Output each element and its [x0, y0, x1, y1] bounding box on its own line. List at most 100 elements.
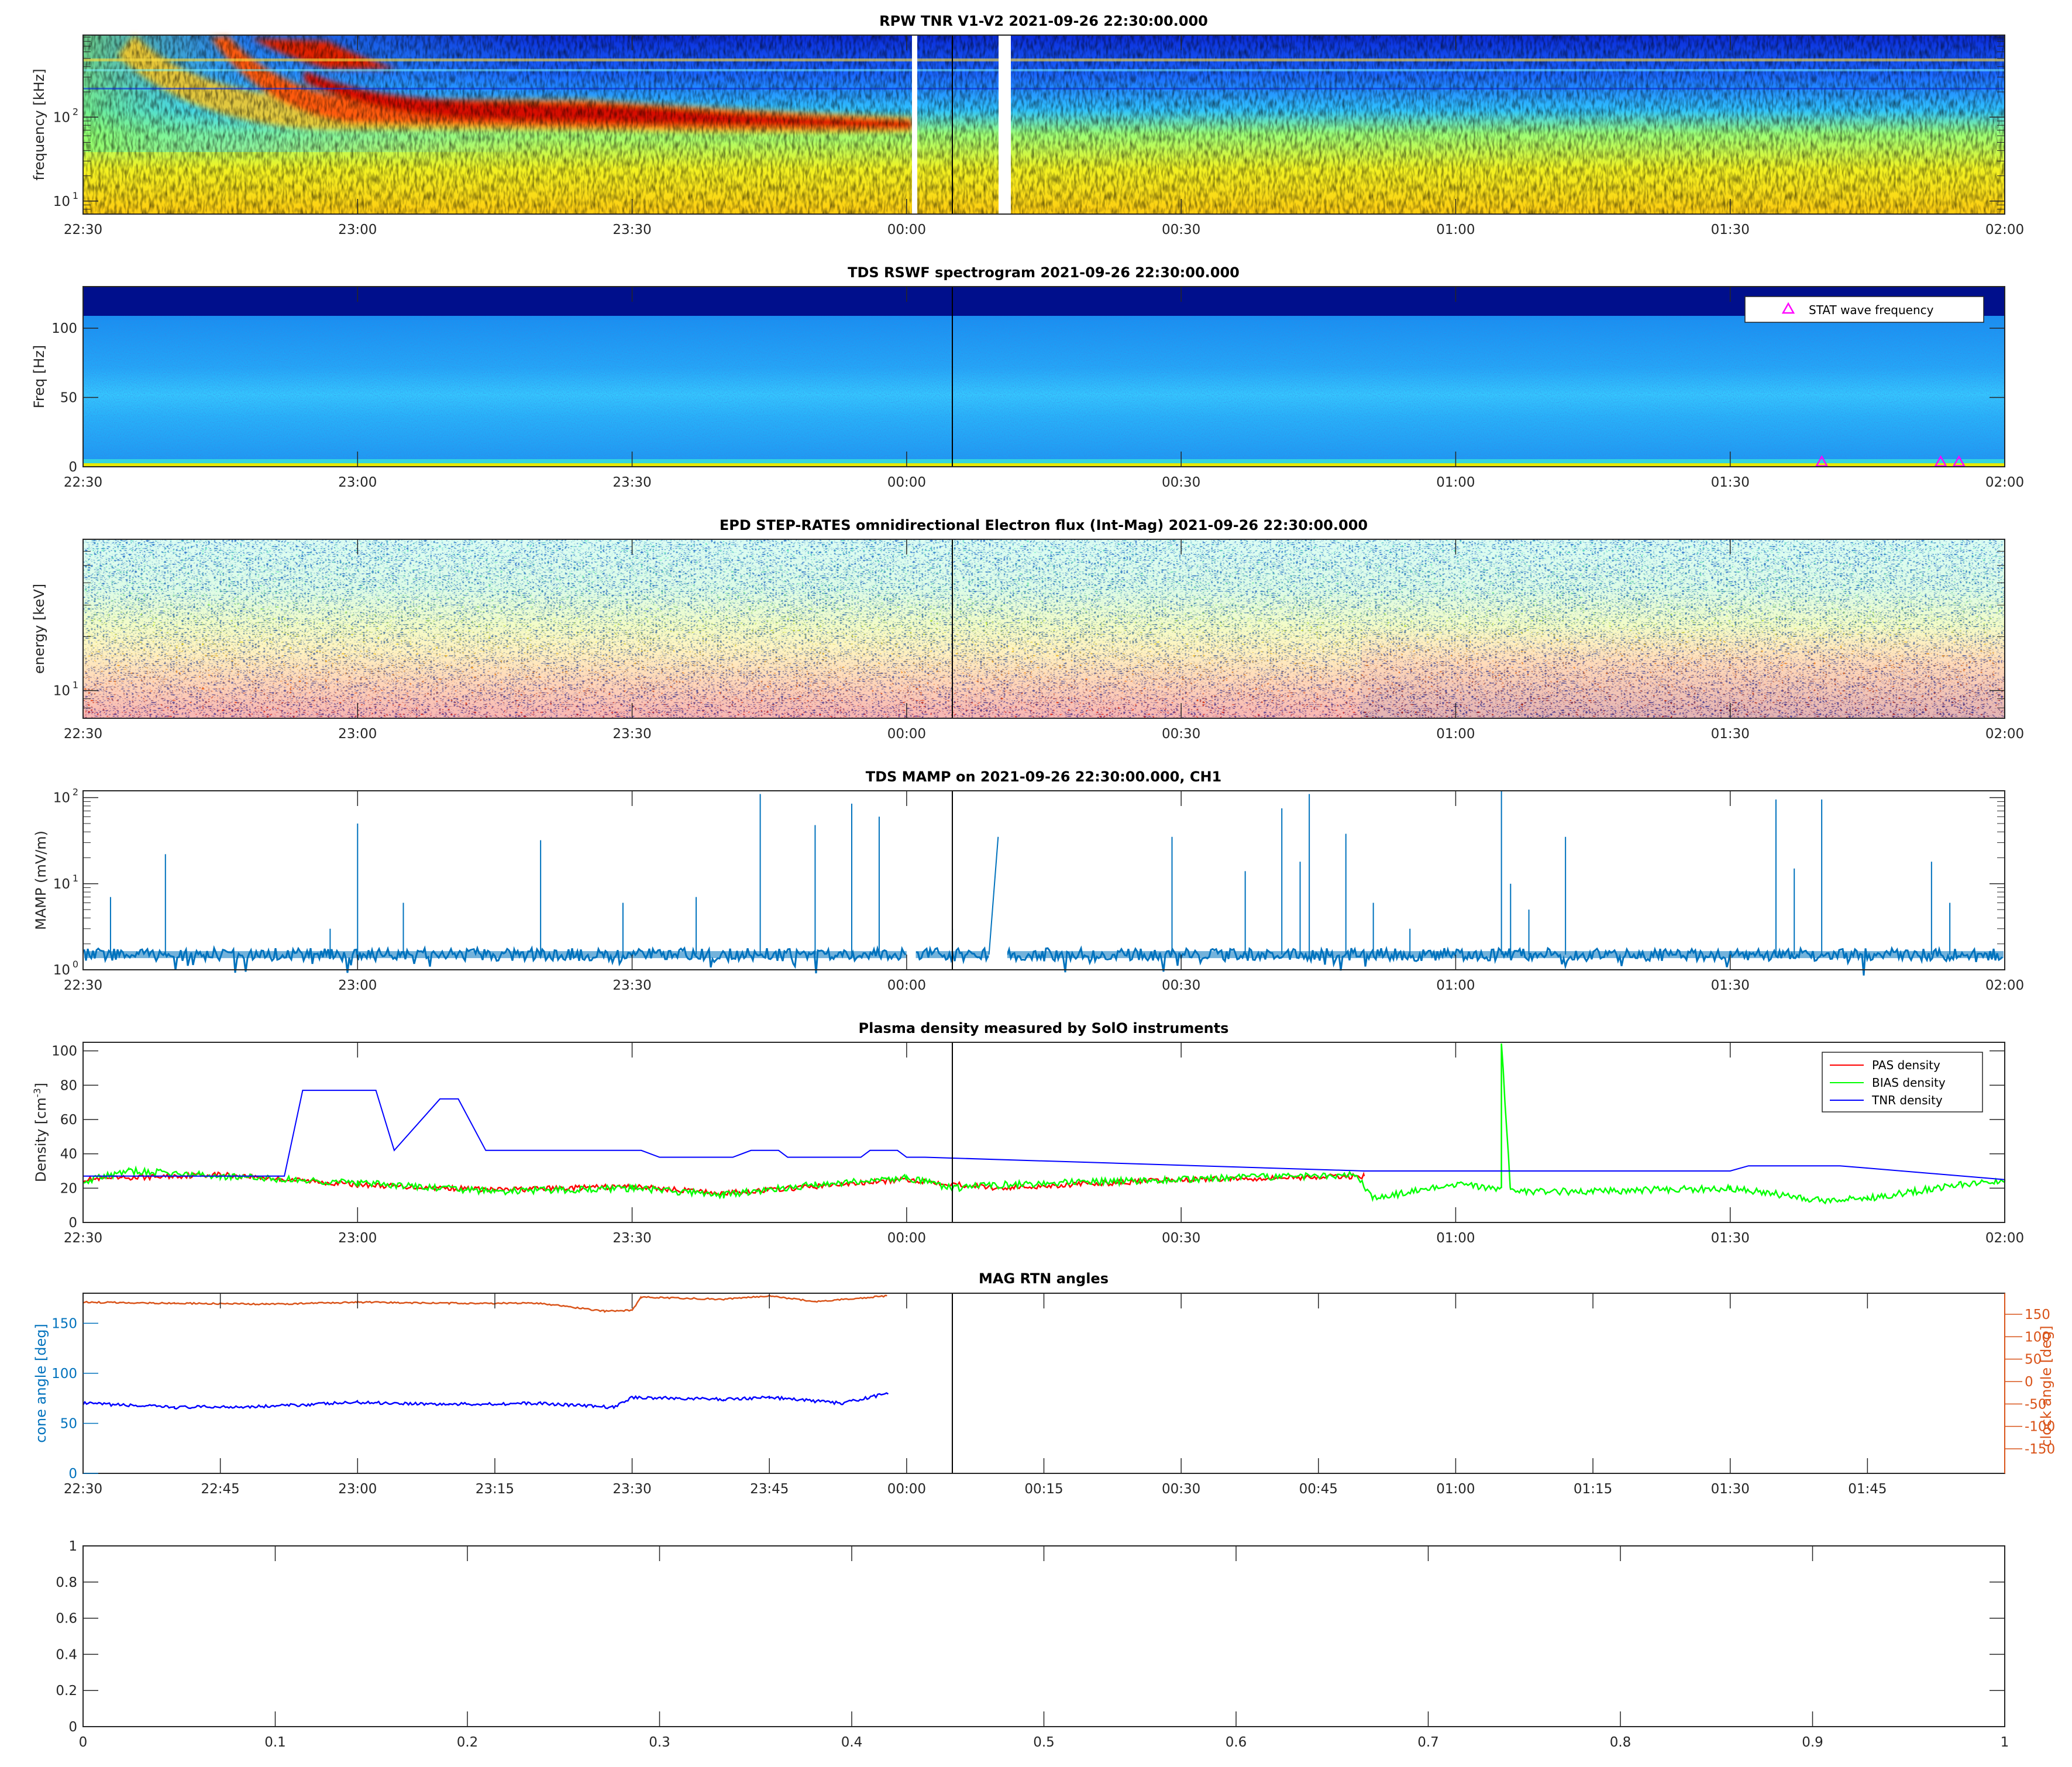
epd-xtick-label: 23:30	[612, 726, 651, 742]
density-legend: PAS density BIAS density TNR density	[1822, 1052, 1983, 1112]
density-ytick-label: 60	[60, 1112, 77, 1128]
epd-xtick-label: 01:30	[1711, 726, 1750, 742]
mamp-ytick-label: 10	[53, 791, 70, 806]
mag-title: MAG RTN angles	[979, 1270, 1109, 1287]
tnr-legend-label: TNR density	[1871, 1093, 1943, 1107]
density-ylabel: Density [cm-3]	[32, 1083, 50, 1182]
empty-xtick-label: 0.4	[841, 1735, 863, 1750]
density-xtick-label: 01:30	[1711, 1231, 1750, 1246]
mag-right-yticks: 150 100 50 0 -50 -100 -150	[2004, 1293, 2055, 1473]
density-xtick-label: 01:00	[1436, 1231, 1475, 1246]
mamp-data-gap	[906, 791, 916, 969]
mamp-xtick-label: 22:30	[64, 978, 102, 993]
mamp-xtick-label: 02:00	[1985, 978, 2024, 993]
mamp-xtick-label: 00:00	[887, 978, 926, 993]
tnr-xtick-label: 23:00	[338, 222, 377, 237]
stat-legend-triangle-icon	[1781, 302, 1795, 314]
mamp-xtick-label: 23:00	[338, 978, 377, 993]
epd-axes-box	[82, 539, 2005, 719]
tnr-gap-1	[912, 35, 917, 214]
mag-xtick-label: 00:00	[887, 1482, 926, 1497]
mag-xtick-label: 01:45	[1848, 1482, 1887, 1497]
mag-xtick-label: 22:45	[201, 1482, 239, 1497]
tnr-xtick-label: 00:00	[887, 222, 926, 237]
mamp-xticks: 22:30 23:00 23:30 00:00 00:30 01:00 01:30 02:00	[64, 791, 2024, 993]
stat-wave-frequency-point	[1952, 455, 1966, 467]
empty-xtick-label: 0.2	[457, 1735, 479, 1750]
rswf-xtick-label: 01:00	[1436, 475, 1475, 490]
epd-ytick-exponent: 1	[73, 680, 78, 691]
empty-xtick-label: 0.6	[1226, 1735, 1247, 1750]
mamp-ylabel: MAMP (mV/m)	[33, 831, 49, 930]
tnr-density-line	[83, 1090, 2005, 1180]
mamp-ytick-exponent: 1	[73, 873, 78, 884]
mamp-xtick-label: 01:30	[1711, 978, 1750, 993]
mag-xtick-label: 23:30	[612, 1482, 651, 1497]
pas-legend-label: PAS density	[1872, 1058, 1940, 1072]
tnr-bright-lines	[83, 58, 2005, 89]
mamp-xtick-label: 23:30	[612, 978, 651, 993]
rswf-xtick-label: 23:30	[612, 475, 651, 490]
epd-xtick-label: 22:30	[64, 726, 102, 742]
mamp-data-gap	[989, 791, 1007, 969]
rswf-ytick-label: 100	[51, 321, 77, 336]
epd-xticks: 22:30 23:00 23:30 00:00 00:30 01:00 01:30 02:00	[64, 539, 2024, 742]
empty-xtick-label: 1	[2001, 1735, 2009, 1750]
mamp-ytick-label: 10	[53, 877, 70, 892]
stat-wave-frequency-point	[1934, 455, 1947, 467]
rswf-xtick-label: 00:00	[887, 475, 926, 490]
empty-ytick-label: 0.4	[56, 1647, 77, 1662]
tnr-xticks: 22:30 23:00 23:30 00:00 00:30 01:00 01:30 02:00	[64, 35, 2024, 237]
empty-panel: 0 0.2 0.4 0.6 0.8 1 0 0.1 0.2 0.3 0.4 0.5 0.6 0.7 0.8…	[56, 1539, 2009, 1750]
density-ytick-label: 40	[60, 1147, 77, 1162]
epd-ylabel: energy [keV]	[31, 584, 47, 674]
cone-ytick-label: 50	[60, 1416, 77, 1431]
density-xtick-label: 22:30	[64, 1231, 102, 1246]
mag-xtick-label: 00:45	[1299, 1482, 1338, 1497]
tnr-ylabel: frequency [kHz]	[31, 68, 47, 180]
mag-xtick-label: 23:45	[750, 1482, 789, 1497]
rswf-xticks: 22:30 23:00 23:30 00:00 00:30 01:00 01:30 02:00	[64, 287, 2024, 490]
clock-ytick-label: 50	[2025, 1352, 2042, 1368]
density-panel: Plasma density measured by SolO instrume…	[32, 1020, 2025, 1246]
empty-xtick-label: 0.1	[264, 1735, 286, 1750]
tnr-ytick-label: 10	[53, 110, 70, 125]
empty-xtick-label: 0.9	[1802, 1735, 1823, 1750]
rswf-axes-box	[82, 286, 2005, 467]
rswf-bottom-line	[83, 463, 2005, 467]
epd-xtick-label: 01:00	[1436, 726, 1475, 742]
mamp-panel: TDS MAMP on 2021-09-26 22:30:00.000, CH1…	[33, 769, 2024, 993]
epd-xtick-label: 00:30	[1162, 726, 1200, 742]
density-xtick-label: 02:00	[1985, 1231, 2024, 1246]
epd-ytick-label: 10	[53, 684, 70, 699]
rswf-yticks: 0 50 100	[51, 321, 2005, 475]
density-xtick-label: 23:00	[338, 1231, 377, 1246]
mag-yticks: 0 50 100 150	[51, 1316, 98, 1482]
rswf-top-band	[83, 287, 2005, 316]
bias-density-line	[82, 1043, 2006, 1205]
tnr-panel: RPW TNR V1-V2 2021-09-26 22:30:00.000 fr…	[31, 13, 2024, 237]
density-axes-box	[82, 1042, 2005, 1223]
clock-ytick-label: 0	[2025, 1375, 2033, 1390]
mamp-ytick-exponent: 0	[73, 959, 78, 970]
rswf-title: TDS RSWF spectrogram 2021-09-26 22:30:00…	[848, 264, 1240, 281]
density-xtick-label: 23:30	[612, 1231, 651, 1246]
mag-xtick-label: 01:00	[1436, 1482, 1475, 1497]
rswf-xtick-label: 23:00	[338, 475, 377, 490]
empty-yticks: 0 0.2 0.4 0.6 0.8 1	[56, 1539, 2005, 1735]
epd-top-empty	[83, 535, 2005, 539]
mag-xtick-label: 23:15	[476, 1482, 514, 1497]
epd-xtick-label: 23:00	[338, 726, 377, 742]
clock-ytick-label: -50	[2025, 1397, 2047, 1412]
empty-ytick-label: 0.8	[56, 1575, 77, 1590]
density-plot	[82, 1043, 2006, 1205]
rswf-xtick-label: 01:30	[1711, 475, 1750, 490]
epd-title: EPD STEP-RATES omnidirectional Electron …	[720, 517, 1368, 533]
mamp-ramp	[988, 836, 999, 955]
mag-xtick-label: 01:30	[1711, 1482, 1750, 1497]
stat-wave-frequency-point	[1815, 455, 1829, 467]
rswf-ylabel: Freq [Hz]	[31, 345, 47, 408]
rswf-legend-label: STAT wave frequency	[1809, 303, 1934, 317]
